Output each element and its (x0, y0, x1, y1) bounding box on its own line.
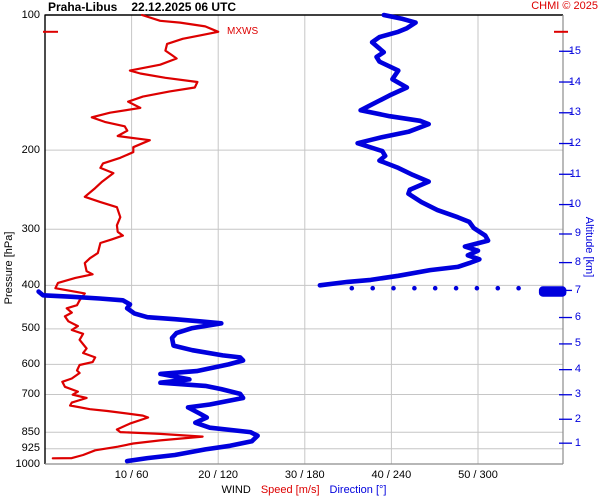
direction-wrap-blob (538, 286, 567, 297)
pressure-tick-label: 700 (21, 387, 40, 400)
copyright-text: CHMI © 2025 (531, 0, 598, 12)
pressure-tick-label: 300 (21, 222, 40, 235)
altitude-tick-label: 12 (568, 137, 581, 150)
pressure-tick-label: 100 (21, 8, 40, 21)
pressure-tick-label: 200 (21, 143, 40, 156)
altitude-tick-label: 7 (574, 283, 581, 296)
legend: WIND Speed [m/s] Direction [°] (45, 484, 563, 496)
altitude-tick-label: 2 (574, 412, 581, 425)
altitude-axis-label: Altitude [km] (583, 216, 595, 278)
x-tick-label: 30 / 180 (284, 469, 325, 481)
page-title: Praha-Libus 22.12.2025 06 UTC (48, 0, 236, 14)
altitude-tick-label: 1 (574, 436, 581, 449)
altitude-tick-label: 3 (574, 388, 581, 401)
direction-dotted-point (349, 285, 355, 291)
direction-dotted-point (453, 285, 459, 291)
station-name: Praha-Libus (48, 0, 118, 14)
pressure-tick-label: 1000 (15, 457, 40, 470)
altitude-tick-label: 11 (569, 167, 581, 180)
direction-dotted-point (474, 285, 480, 291)
altitude-tick-label: 13 (568, 106, 581, 119)
observation-datetime: 22.12.2025 06 UTC (131, 0, 237, 14)
pressure-tick-label: 850 (21, 425, 40, 438)
altitude-tick-label: 8 (574, 256, 581, 269)
x-tick-label: 10 / 60 (114, 469, 149, 481)
x-tick-label: 40 / 240 (371, 469, 412, 481)
legend-direction: Direction [°] (329, 484, 387, 496)
altitude-tick-label: 10 (568, 198, 581, 211)
pressure-tick-label: 500 (21, 322, 40, 335)
altitude-tick-label: 4 (574, 363, 581, 376)
x-tick-label: 20 / 120 (198, 469, 239, 481)
direction-dotted-point (516, 285, 521, 291)
pressure-tick-label: 600 (21, 357, 40, 370)
altitude-tick-label: 5 (574, 337, 581, 350)
altitude-tick-label: 6 (574, 311, 581, 324)
direction-curve-lower (36, 289, 260, 464)
legend-speed: Speed [m/s] (260, 484, 320, 496)
pressure-tick-label: 400 (21, 278, 40, 291)
altitude-tick-label: 14 (568, 75, 581, 88)
direction-dotted-point (370, 285, 376, 291)
direction-dotted-point (495, 285, 501, 291)
mxws-label: MXWS (227, 26, 259, 37)
legend-wind: WIND (221, 484, 251, 496)
direction-dotted-point (391, 285, 396, 291)
speed-curve (51, 13, 220, 460)
altitude-tick-label: 15 (568, 44, 581, 57)
pressure-tick-label: 925 (21, 442, 40, 455)
direction-curve-upper (317, 12, 491, 288)
pressure-axis-label: Pressure [hPa] (3, 231, 15, 305)
direction-dotted-point (432, 285, 438, 291)
direction-dotted-point (412, 285, 417, 291)
altitude-tick-label: 9 (574, 227, 581, 240)
x-tick-label: 50 / 300 (458, 469, 498, 481)
